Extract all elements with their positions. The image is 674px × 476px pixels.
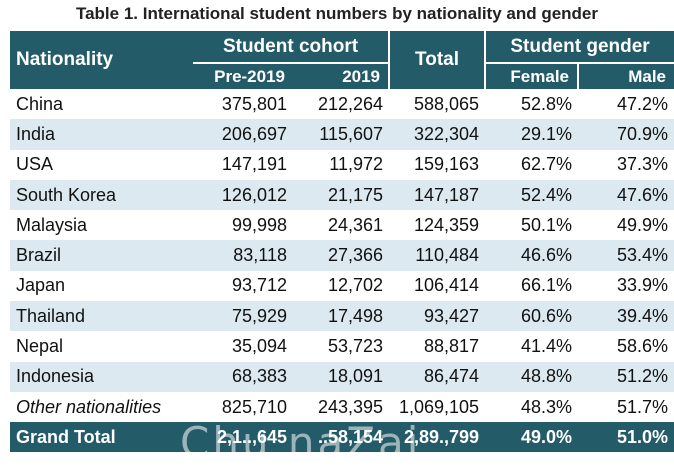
header-female: Female <box>485 63 580 89</box>
cell-female: 62.7% <box>520 154 573 175</box>
cell-nationality: India <box>10 119 193 150</box>
cell-2019: 12,702 <box>327 275 384 296</box>
cell-nationality: South Korea <box>10 179 193 211</box>
table-row: Nepal 35,094 53,723 88,817 41.4% 58.6% <box>10 331 674 361</box>
cell-male: 39.4% <box>578 301 674 332</box>
student-numbers-table: Nationality Student cohort Total Student… <box>10 31 674 453</box>
table-row: Brazil 83,118 27,366 110,484 46.6% 53.4% <box>10 240 674 271</box>
cell-total: 93,427 <box>389 301 486 332</box>
cell-female: 52.4% <box>485 179 579 211</box>
cell-2019: 18,091 <box>293 361 390 392</box>
header-student-cohort: Student cohort <box>193 31 390 64</box>
header-total: Total <box>388 31 487 89</box>
cell-total: 159,163 <box>413 154 480 175</box>
header-nationality: Nationality <box>10 31 193 89</box>
cell-total: 88,817 <box>423 336 480 357</box>
cell-female: 60.6% <box>485 301 579 332</box>
cell-total: 86,474 <box>389 361 486 392</box>
cell-total: 106,414 <box>413 275 480 296</box>
header-pre2019: Pre-2019 <box>193 63 293 89</box>
cell-male: 70.9% <box>578 119 674 150</box>
grand-total-male: 51.0% <box>578 422 674 453</box>
cell-nationality: China <box>16 93 64 114</box>
cell-total: 124,359 <box>413 214 480 235</box>
cell-male: 33.9% <box>616 275 669 296</box>
cell-2019: 212,264 <box>317 93 384 114</box>
header-male: Male <box>578 63 674 89</box>
cell-2019: 53,723 <box>327 336 384 357</box>
cell-male: 47.6% <box>578 179 674 211</box>
cell-total: 147,187 <box>389 179 486 211</box>
cell-pre2019: 83,118 <box>193 240 293 271</box>
grand-total-pre2019: 2,1..,645 <box>193 422 293 453</box>
table-row: China 375,801 212,264 588,065 52.8% 47.2… <box>10 89 674 119</box>
cell-female: 48.8% <box>485 361 579 392</box>
cell-male: 53.4% <box>578 240 674 271</box>
cell-2019: 11,972 <box>329 154 384 175</box>
table-row: India 206,697 115,607 322,304 29.1% 70.9… <box>10 119 674 150</box>
grand-total-label: Grand Total <box>10 422 193 453</box>
grand-total-female: 49.0% <box>485 422 579 453</box>
cell-nationality: Nepal <box>16 336 64 357</box>
cell-male: 47.2% <box>616 93 669 114</box>
cell-female: 41.4% <box>520 336 573 357</box>
cell-total: 588,065 <box>413 93 480 114</box>
table-row: Indonesia 68,383 18,091 86,474 48.8% 51.… <box>10 361 674 392</box>
cell-pre2019: 75,929 <box>193 301 293 332</box>
grand-total-row: Grand Total 2,1..,645 ..58,154 2,89.,799… <box>10 422 674 453</box>
cell-pre2019: 375,801 <box>221 93 287 114</box>
table-row: Malaysia 99,998 24,361 124,359 50.1% 49.… <box>10 210 674 240</box>
cell-pre2019: 93,712 <box>231 275 287 296</box>
table-row: USA 147,191 11,972 159,163 62.7% 37.3% <box>10 150 674 180</box>
cell-2019: 17,498 <box>293 301 390 332</box>
cell-male: 58.6% <box>616 336 669 357</box>
cell-nationality: Malaysia <box>16 214 88 235</box>
grand-total-2019: ..58,154 <box>293 422 390 453</box>
cell-nationality: Japan <box>16 275 66 296</box>
cell-2019: 243,395 <box>317 396 384 417</box>
cell-female: 52.8% <box>520 93 573 114</box>
cell-nationality: USA <box>16 154 54 175</box>
cell-nationality: Thailand <box>10 301 193 332</box>
cell-pre2019: 99,998 <box>231 214 287 235</box>
cell-female: 46.6% <box>485 240 579 271</box>
cell-2019: 115,607 <box>293 119 390 150</box>
cell-male: 49.9% <box>616 214 669 235</box>
cell-female: 48.3% <box>520 396 573 417</box>
cell-pre2019: 68,383 <box>193 361 293 392</box>
cell-female: 50.1% <box>520 214 573 235</box>
cell-nationality: Indonesia <box>10 361 193 392</box>
table-row: Other nationalities 825,710 243,395 1,06… <box>10 392 674 422</box>
header-student-gender: Student gender <box>485 31 674 64</box>
cell-male: 51.7% <box>616 396 669 417</box>
cell-pre2019: 206,697 <box>193 119 293 150</box>
cell-total: 110,484 <box>389 240 486 271</box>
cell-male: 51.2% <box>578 361 674 392</box>
table-row: Japan 93,712 12,702 106,414 66.1% 33.9% <box>10 271 674 301</box>
cell-total: 322,304 <box>389 119 486 150</box>
cell-nationality: Other nationalities <box>16 396 162 417</box>
cell-pre2019: 147,191 <box>221 154 287 175</box>
cell-pre2019: 35,094 <box>231 336 287 357</box>
cell-female: 66.1% <box>520 275 573 296</box>
cell-female: 29.1% <box>485 119 579 150</box>
cell-2019: 27,366 <box>293 240 390 271</box>
cell-2019: 24,361 <box>327 214 384 235</box>
cell-nationality: Brazil <box>10 240 193 271</box>
cell-male: 37.3% <box>616 154 669 175</box>
cell-pre2019: 126,012 <box>193 179 293 211</box>
cell-2019: 21,175 <box>293 179 390 211</box>
table-title: Table 1. International student numbers b… <box>75 4 599 23</box>
table-row: South Korea 126,012 21,175 147,187 52.4%… <box>10 179 674 211</box>
table-row: Thailand 75,929 17,498 93,427 60.6% 39.4… <box>10 301 674 332</box>
cell-total: 1,069,105 <box>398 396 480 417</box>
grand-total-total: 2,89.,799 <box>389 422 486 453</box>
cell-pre2019: 825,710 <box>221 396 287 417</box>
header-2019: 2019 <box>293 63 390 89</box>
